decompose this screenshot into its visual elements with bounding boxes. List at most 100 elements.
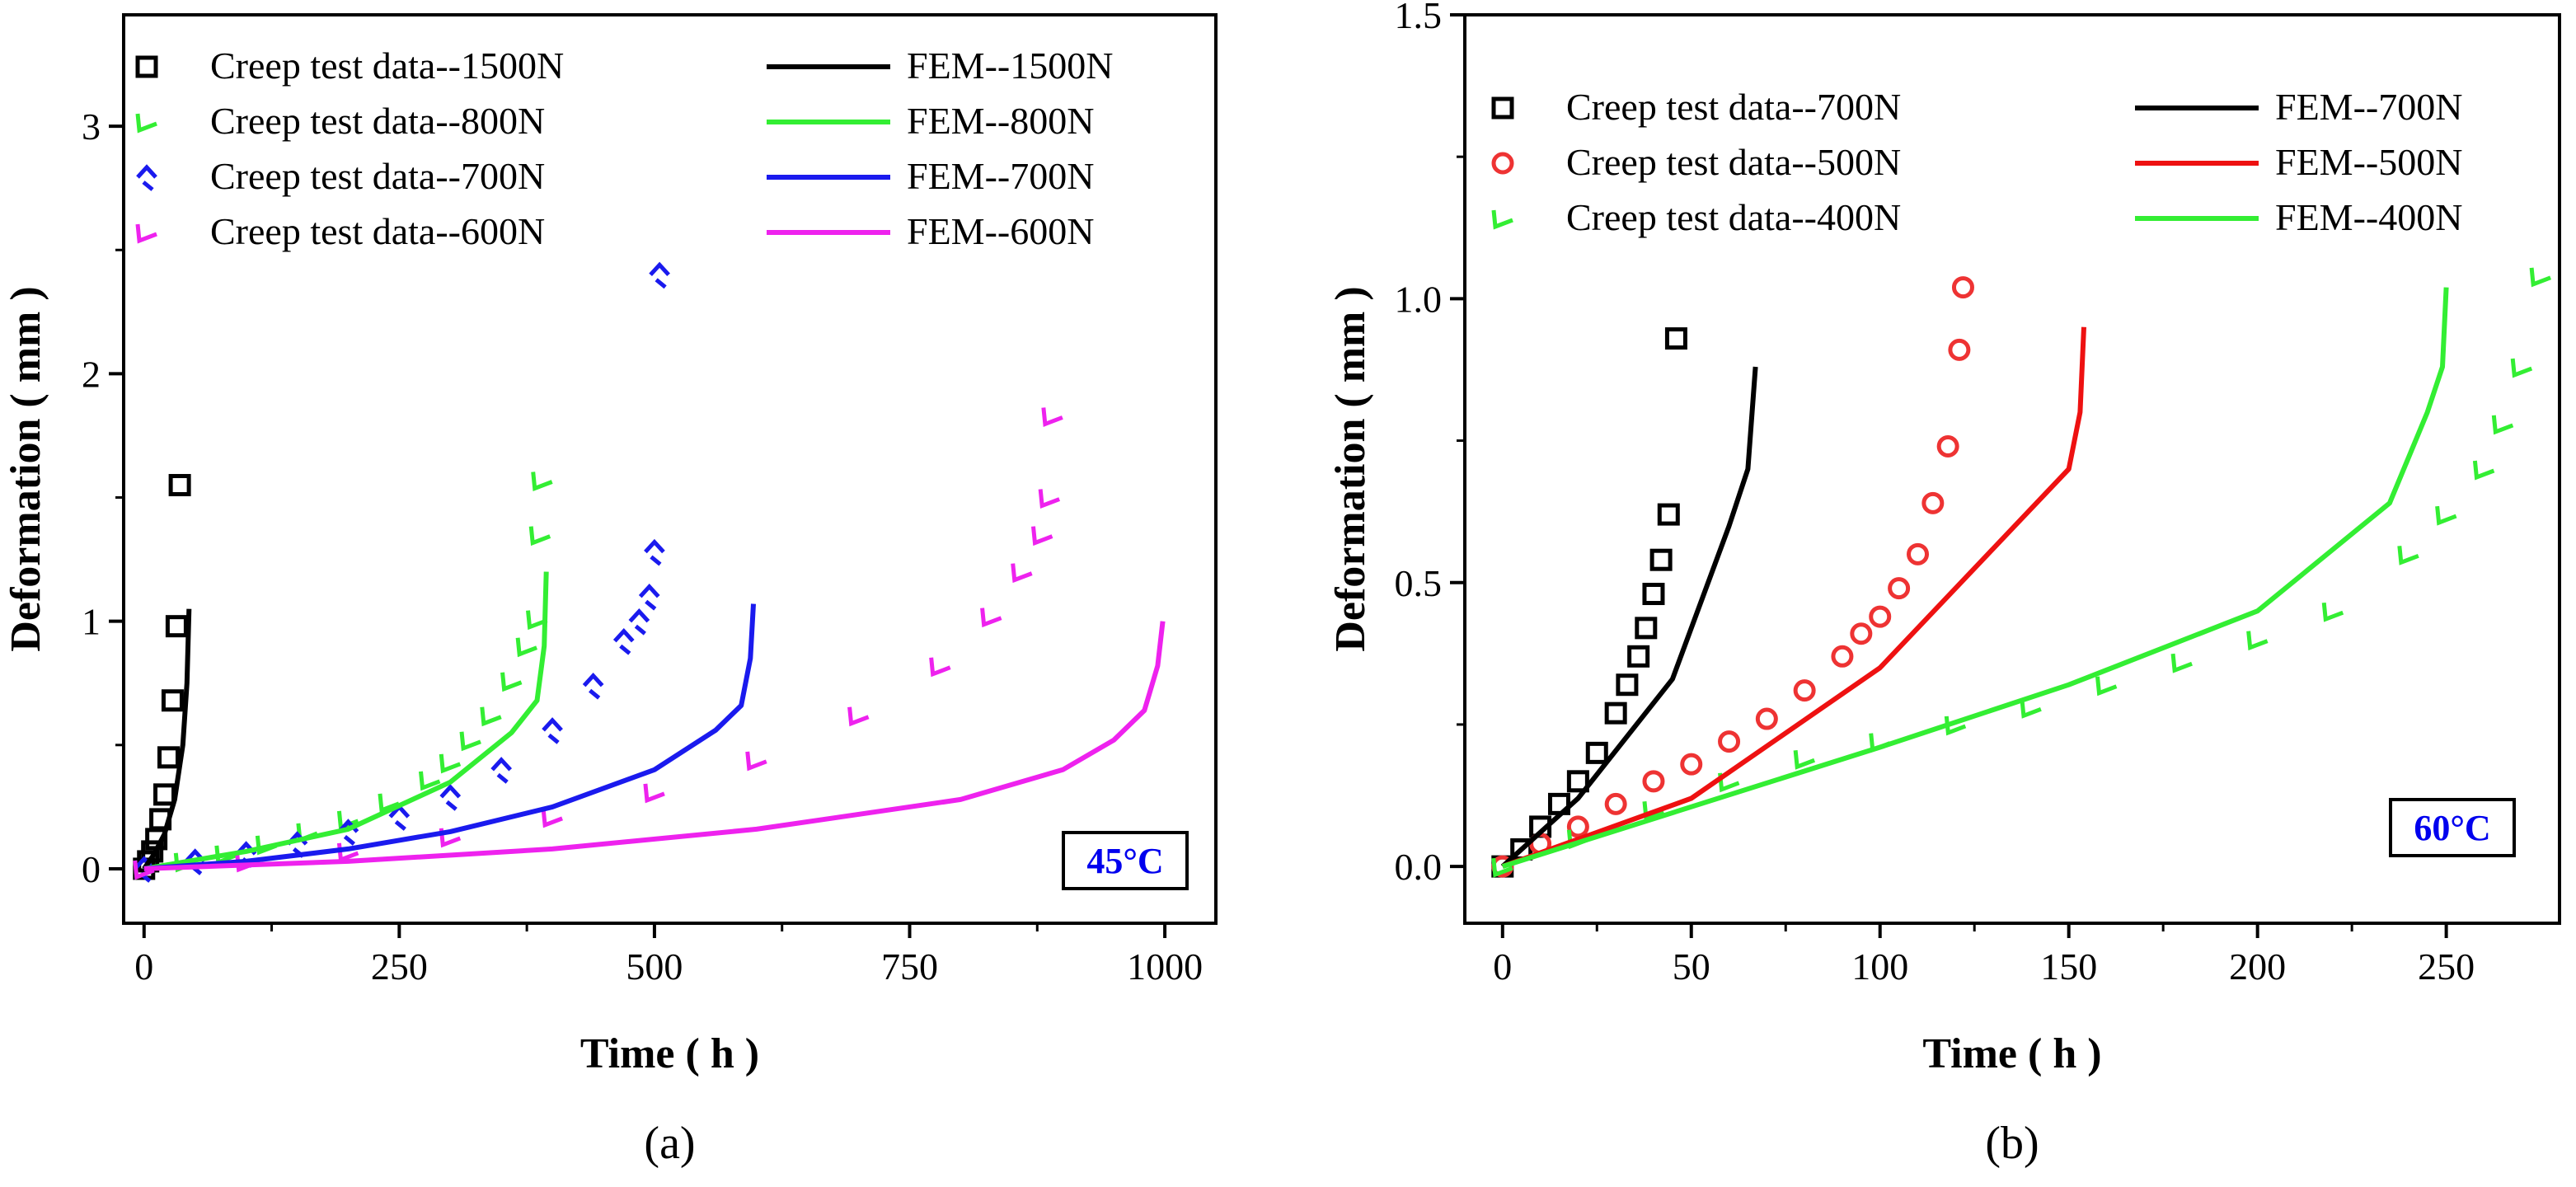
data-point-creep-test-data-800n xyxy=(480,706,502,727)
data-point-creep-test-data-600n xyxy=(1030,526,1053,547)
data-point-creep-test-data-700n xyxy=(649,261,670,276)
data-point-creep-test-data-700n-tail xyxy=(445,800,457,811)
legend-marker-creep-test-data-500n xyxy=(1491,152,1514,175)
data-point-creep-test-data-600n xyxy=(847,706,870,727)
data-point-creep-test-data-500n xyxy=(1948,338,1971,361)
x-tick-label: 750 xyxy=(881,945,938,988)
data-point-creep-test-data-600n xyxy=(980,608,1002,628)
legend-label: Creep test data--400N xyxy=(1566,196,1901,238)
x-tick-label: 250 xyxy=(2418,945,2475,988)
data-point-creep-test-data-500n xyxy=(1642,770,1665,793)
data-point-creep-test-data-800n xyxy=(526,610,548,631)
y-tick-label: 1.5 xyxy=(1395,0,1443,36)
data-point-creep-test-data-400n xyxy=(2472,460,2495,481)
data-point-creep-test-data-700n-tail xyxy=(645,599,657,611)
legend-label: FEM--700N xyxy=(2275,86,2462,128)
data-point-creep-test-data-400n xyxy=(1944,715,1967,736)
data-point-creep-test-data-1500n xyxy=(153,783,176,806)
data-point-creep-test-data-1500n xyxy=(157,746,180,769)
y-tick-label: 2 xyxy=(82,353,101,395)
panel-label: (a) xyxy=(644,1118,695,1169)
y-tick-label: 1.0 xyxy=(1395,278,1443,320)
legend-label: FEM--700N xyxy=(907,155,1094,197)
legend-marker-creep-test-data-700n xyxy=(1491,96,1514,120)
y-axis-title: Deformation ( mm ) xyxy=(2,286,49,651)
data-point-creep-test-data-400n xyxy=(2095,676,2118,697)
data-point-creep-test-data-500n xyxy=(1907,542,1930,565)
legend-marker-creep-test-data-700n xyxy=(136,164,157,179)
data-point-creep-test-data-700n xyxy=(644,538,665,554)
data-point-creep-test-data-500n xyxy=(1936,434,1959,457)
data-point-creep-test-data-600n xyxy=(133,860,155,880)
series-line-fem-700n xyxy=(1500,366,1758,869)
legend-label: FEM--600N xyxy=(907,210,1094,252)
legend-label: Creep test data--500N xyxy=(1566,141,1901,183)
legend-marker-creep-test-data-700n-tail xyxy=(142,181,154,191)
x-tick-label: 100 xyxy=(1851,945,1908,988)
series-line-fem-600n xyxy=(143,621,1166,871)
legend-label: Creep test data--800N xyxy=(210,100,545,142)
data-point-creep-test-data-700n xyxy=(1566,770,1589,793)
data-point-creep-test-data-700n xyxy=(490,757,513,772)
legend-label: FEM--400N xyxy=(2275,196,2462,238)
data-point-creep-test-data-400n xyxy=(2020,699,2042,719)
data-point-creep-test-data-500n xyxy=(1566,815,1589,838)
data-point-creep-test-data-700n xyxy=(612,627,635,643)
data-point-creep-test-data-700n-tail xyxy=(655,278,667,289)
data-point-creep-test-data-700n xyxy=(638,583,660,598)
x-axis-title: Time ( h ) xyxy=(580,1030,759,1077)
data-point-creep-test-data-700n-tail xyxy=(634,624,646,636)
data-point-creep-test-data-700n-tail xyxy=(496,772,509,784)
data-point-creep-test-data-700n xyxy=(628,608,650,623)
data-point-creep-test-data-500n xyxy=(1850,622,1873,645)
data-point-creep-test-data-600n xyxy=(541,808,563,828)
data-point-creep-test-data-800n xyxy=(500,672,523,692)
x-tick-label: 150 xyxy=(2040,945,2097,988)
legend: Creep test data--700N Creep test data--50… xyxy=(1491,86,2462,238)
data-point-creep-test-data-800n xyxy=(528,526,551,547)
x-axis-title: Time ( h ) xyxy=(1922,1030,2101,1077)
x-tick-label: 0 xyxy=(134,945,153,988)
data-point-creep-test-data-700n-tail xyxy=(547,733,560,744)
data-point-creep-test-data-1500n xyxy=(168,474,191,497)
x-tick-label: 500 xyxy=(626,945,683,988)
data-point-creep-test-data-500n xyxy=(1755,707,1778,730)
data-point-creep-test-data-700n xyxy=(582,673,604,687)
data-point-creep-test-data-800n xyxy=(439,753,462,774)
data-point-creep-test-data-700n-tail xyxy=(343,834,356,846)
data-point-creep-test-data-600n xyxy=(1041,407,1063,427)
data-point-creep-test-data-600n xyxy=(643,783,665,804)
data-point-creep-test-data-500n xyxy=(1888,577,1911,600)
data-point-creep-test-data-700n xyxy=(1649,548,1673,571)
y-axis-title: Deformation ( mm ) xyxy=(1327,286,1374,651)
data-point-creep-test-data-500n xyxy=(1921,491,1945,514)
data-point-creep-test-data-600n xyxy=(1038,489,1061,509)
data-point-creep-test-data-500n xyxy=(1793,679,1816,702)
data-point-creep-test-data-500n xyxy=(1869,605,1892,628)
data-point-creep-test-data-700n xyxy=(1642,583,1665,606)
legend-label: FEM--500N xyxy=(2275,141,2462,183)
legend-label: FEM--1500N xyxy=(907,45,1113,87)
data-point-creep-test-data-400n xyxy=(2435,505,2457,526)
data-point-creep-test-data-700n xyxy=(542,717,563,732)
legend: Creep test data--1500N Creep test data--8… xyxy=(135,45,1113,252)
data-point-creep-test-data-400n xyxy=(1642,801,1664,821)
data-point-creep-test-data-700n-tail xyxy=(589,688,601,700)
data-point-creep-test-data-700n xyxy=(1627,645,1650,668)
x-tick-label: 0 xyxy=(1493,945,1512,988)
x-tick-label: 1000 xyxy=(1127,945,1203,988)
legend-marker-creep-test-data-400n xyxy=(1491,209,1513,230)
chart-panel-b: 0 50 100 150 200 250 0.0 0.5 1.0 1.5 Time ( h ) Def… xyxy=(1327,0,2561,1169)
data-point-creep-test-data-700n xyxy=(439,784,462,799)
data-point-creep-test-data-400n xyxy=(2321,602,2344,622)
data-point-creep-test-data-400n xyxy=(2170,653,2193,673)
data-point-creep-test-data-700n-tail xyxy=(394,819,406,831)
x-tick-label: 250 xyxy=(371,945,428,988)
data-point-creep-test-data-1500n xyxy=(161,689,184,712)
plot-area xyxy=(133,261,1166,883)
data-point-creep-test-data-800n xyxy=(531,472,553,492)
data-point-creep-test-data-600n xyxy=(745,751,767,772)
series-line-fem-400n xyxy=(1501,287,2449,869)
data-point-creep-test-data-500n xyxy=(1718,730,1741,753)
legend-marker-creep-test-data-600n xyxy=(135,223,157,244)
